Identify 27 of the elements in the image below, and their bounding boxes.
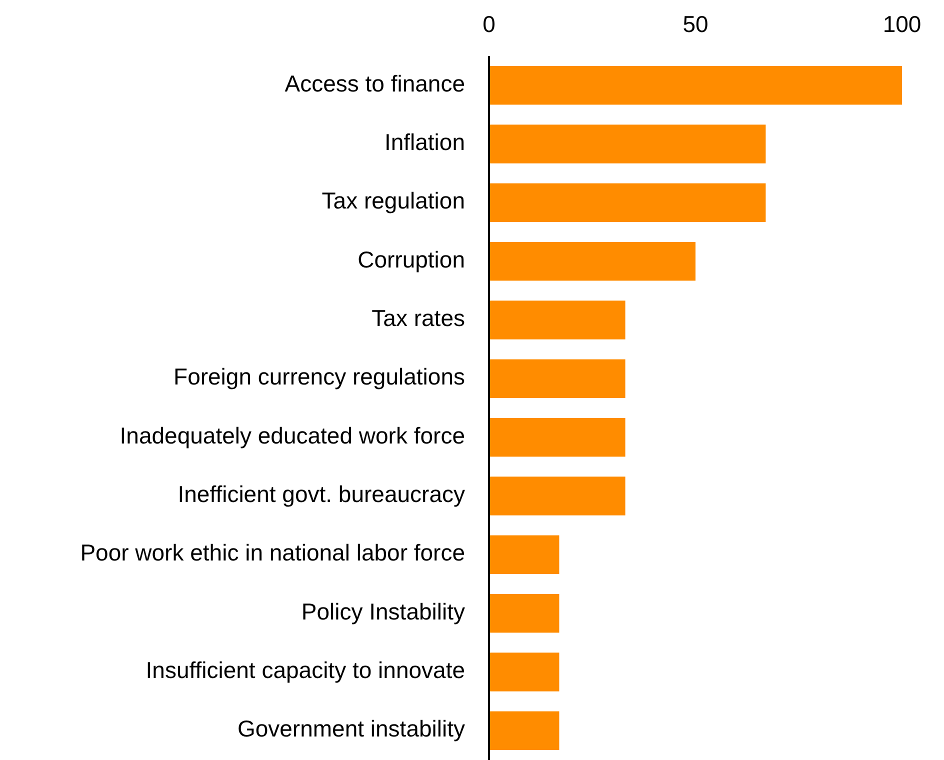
bar: [489, 535, 560, 574]
y-tick-label: Tax rates: [372, 305, 465, 332]
y-tick-label: Inefficient govt. bureaucracy: [178, 481, 466, 508]
y-tick-label: Insufficient capacity to innovate: [146, 657, 465, 684]
bar: [489, 300, 626, 340]
bar: [489, 711, 560, 750]
bar: [489, 124, 766, 164]
bar: [489, 652, 560, 692]
bar: [489, 242, 696, 281]
x-tick-label: 50: [682, 11, 708, 38]
y-tick-label: Government instability: [237, 716, 466, 742]
bar: [489, 183, 766, 222]
x-tick-label: 0: [482, 11, 496, 38]
bar: [489, 594, 560, 633]
y-tick-label: Foreign currency regulations: [174, 364, 465, 390]
y-tick-label: Policy Instability: [301, 598, 466, 624]
y-tick-label: Poor work ethic in national labor force: [80, 540, 465, 566]
y-tick-label: Access to finance: [284, 70, 465, 96]
x-tick-label: 100: [882, 11, 922, 38]
bar: [489, 476, 626, 516]
bar: [489, 66, 902, 105]
bar: [489, 359, 626, 398]
bar: [489, 418, 626, 457]
y-tick-label: Inflation: [384, 129, 465, 156]
y-tick-label: Corruption: [358, 246, 465, 272]
y-tick-label: Tax regulation: [322, 188, 465, 214]
y-tick-label: Inadequately educated work force: [120, 422, 465, 448]
